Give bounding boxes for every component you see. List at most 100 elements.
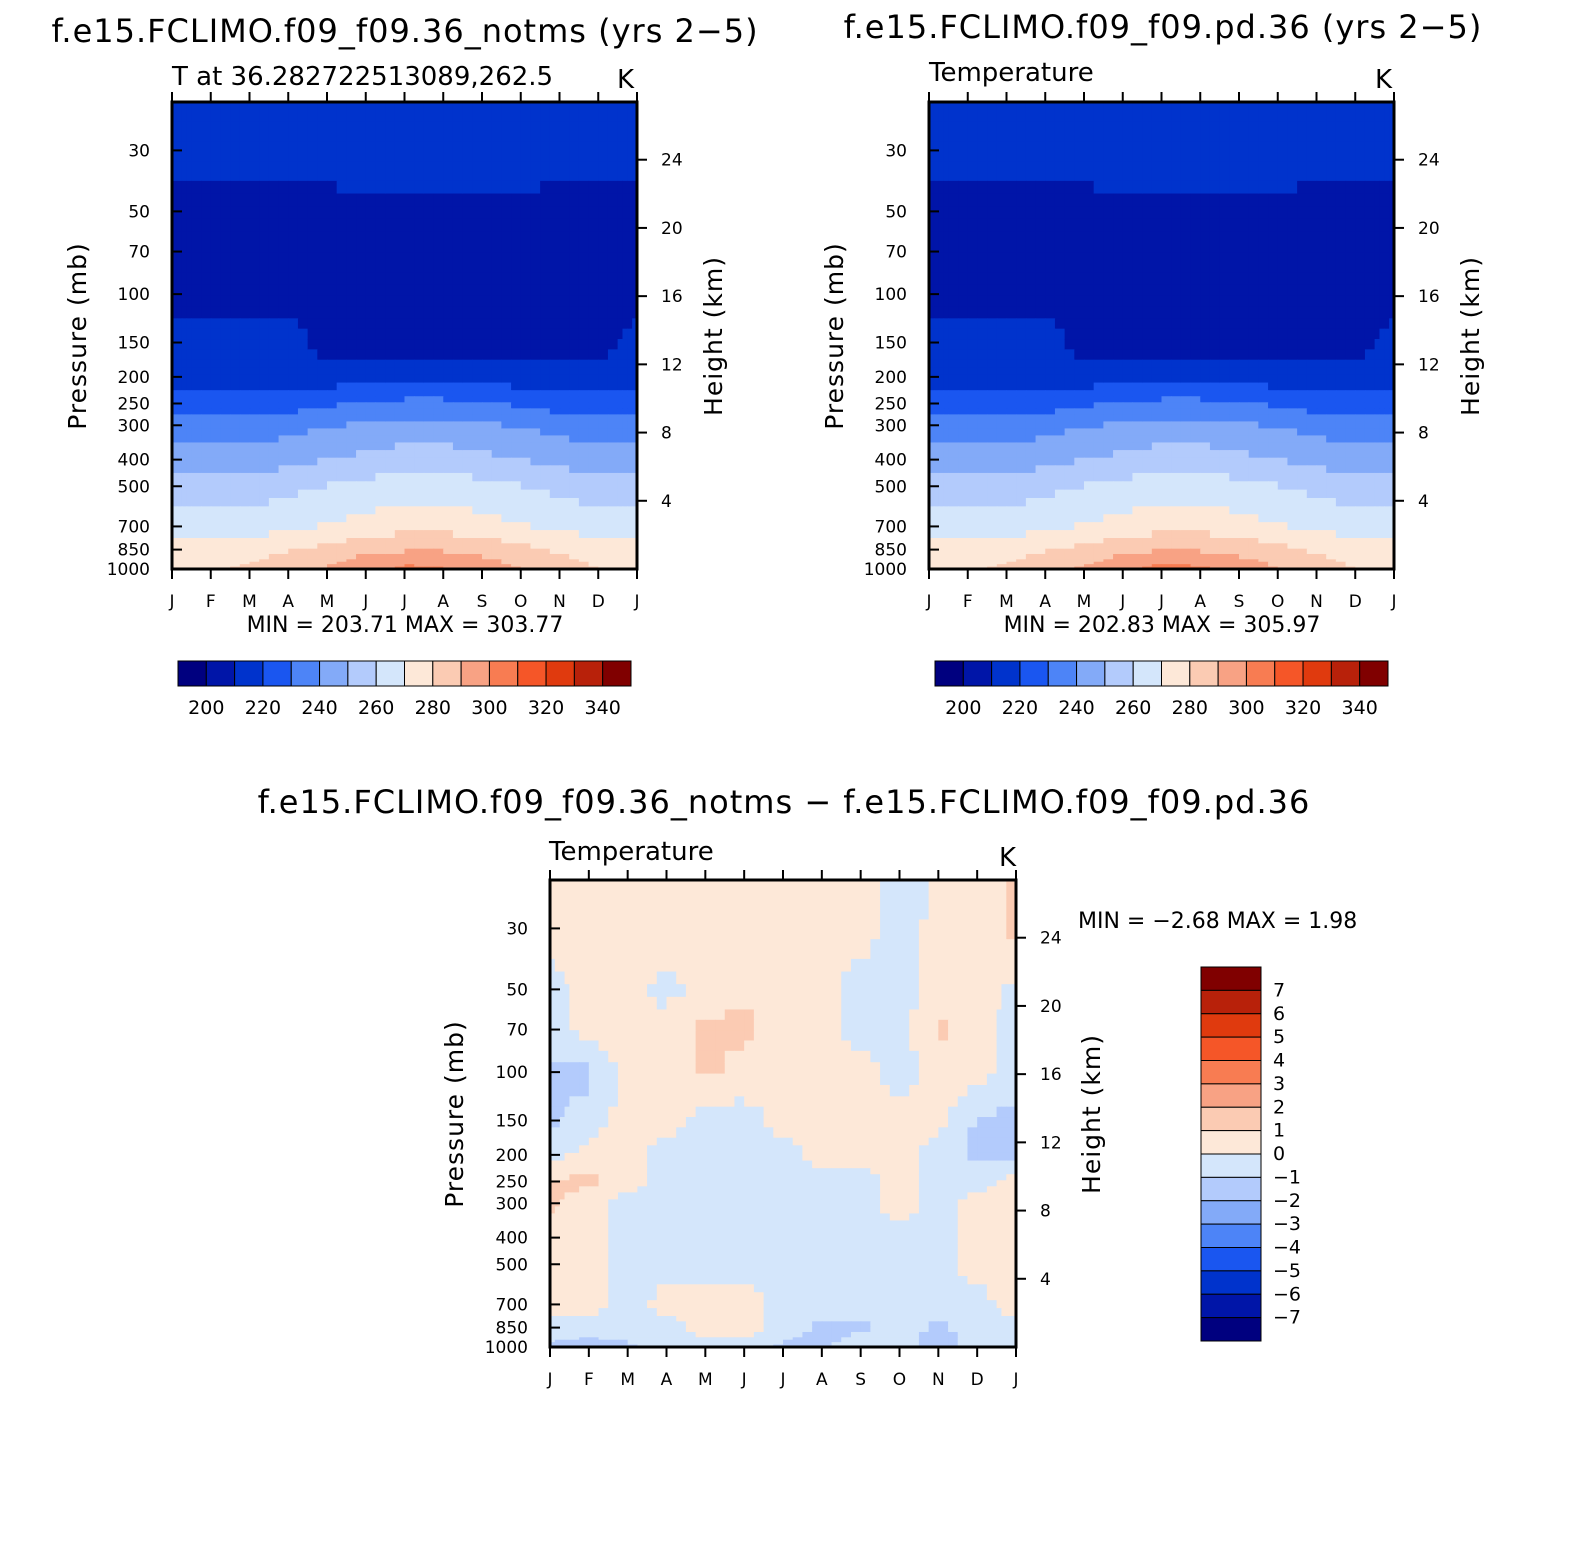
contour-cell	[501, 472, 512, 482]
contour-cell	[1093, 522, 1104, 531]
contour-cell	[1389, 121, 1395, 143]
contour-cell	[1258, 206, 1269, 220]
contour-cell	[559, 359, 570, 368]
contour-cell	[423, 489, 435, 499]
contour-cell	[249, 408, 260, 415]
contour-cell	[578, 472, 590, 482]
contour-cell	[1379, 421, 1385, 430]
contour-cell	[977, 408, 988, 415]
contour-cell	[1268, 141, 1279, 162]
contour-cell	[288, 465, 299, 474]
contour-cell	[268, 396, 280, 403]
contour-cell	[1374, 408, 1381, 415]
contour-cell	[1335, 382, 1347, 391]
contour-cell	[1103, 472, 1114, 482]
contour-cell	[404, 382, 415, 391]
contour-cell	[220, 559, 231, 563]
contour-cell	[491, 559, 502, 563]
contour-cell	[443, 193, 454, 207]
contour-cell	[1132, 472, 1143, 482]
contour-cell	[385, 481, 396, 491]
contour-cell	[394, 450, 406, 459]
contour-cell	[230, 272, 241, 285]
contour-cell	[268, 284, 280, 297]
contour-cell	[1122, 241, 1134, 253]
contour-cell	[317, 252, 328, 264]
contour-cell	[220, 514, 231, 523]
contour-cell	[317, 465, 328, 474]
contour-cell	[220, 548, 231, 555]
contour-cell	[632, 262, 638, 274]
contour-cell	[230, 349, 241, 361]
contour-cell	[288, 161, 299, 182]
contour-cell	[452, 328, 464, 340]
contour-cell	[1074, 306, 1085, 319]
contour-cell	[632, 306, 638, 319]
contour-cell	[443, 564, 454, 568]
contour-cell	[423, 328, 435, 340]
contour-cell	[176, 465, 183, 474]
contour-cell	[1277, 339, 1289, 350]
contour-cell	[938, 252, 945, 264]
contour-cell	[1016, 272, 1027, 285]
contour-cell	[1364, 481, 1376, 491]
contour-cell	[186, 206, 192, 220]
contour-cell	[578, 481, 590, 491]
contour-cell	[598, 206, 609, 220]
contour-cell	[317, 481, 328, 491]
contour-cell	[230, 559, 241, 563]
contour-cell	[317, 206, 328, 220]
contour-cell	[1355, 489, 1366, 499]
contour-cell	[1084, 408, 1095, 415]
contour-cell	[1132, 102, 1143, 123]
contour-cell	[1209, 408, 1221, 415]
contour-cell	[317, 548, 328, 555]
contour-cell	[1142, 421, 1153, 430]
contour-cell	[1258, 497, 1269, 507]
contour-cell	[588, 442, 599, 451]
contour-cell	[1248, 231, 1259, 243]
contour-cell	[1229, 318, 1240, 330]
contour-cell	[958, 489, 969, 499]
contour-cell	[1277, 161, 1289, 182]
contour-cell	[346, 272, 357, 285]
contour-cell	[172, 543, 178, 550]
contour-cell	[1389, 180, 1395, 195]
contour-cell	[1084, 428, 1095, 437]
contour-cell	[491, 506, 502, 515]
contour-cell	[943, 481, 949, 491]
contour-cell	[933, 295, 940, 308]
contour-cell	[1345, 339, 1356, 350]
contour-cell	[1180, 318, 1192, 330]
contour-cell	[1287, 457, 1298, 466]
contour-cell	[462, 489, 473, 499]
contour-cell	[530, 408, 541, 415]
contour-cell	[462, 121, 473, 143]
contour-cell	[482, 231, 493, 243]
contour-cell	[622, 367, 628, 376]
contour-cell	[201, 295, 212, 308]
contour-cell	[607, 390, 619, 397]
contour-cell	[1093, 161, 1104, 182]
contour-cell	[1364, 349, 1376, 361]
contour-cell	[356, 121, 367, 143]
contour-cell	[268, 193, 280, 207]
contour-cell	[607, 374, 619, 384]
contour-cell	[1190, 367, 1201, 376]
contour-cell	[569, 538, 580, 544]
contour-cell	[632, 408, 638, 415]
contour-cell	[1306, 252, 1318, 264]
contour-cell	[230, 306, 241, 319]
contour-cell	[278, 548, 289, 555]
contour-cell	[239, 180, 251, 195]
contour-cell	[1389, 442, 1395, 451]
contour-cell	[423, 538, 435, 544]
contour-cell	[938, 390, 945, 397]
contour-cell	[1277, 102, 1289, 123]
contour-cell	[569, 206, 580, 220]
contour-cell	[1132, 328, 1143, 340]
contour-cell	[1345, 472, 1356, 482]
contour-cell	[172, 564, 178, 568]
contour-cell	[172, 295, 178, 308]
contour-cell	[1074, 402, 1085, 409]
